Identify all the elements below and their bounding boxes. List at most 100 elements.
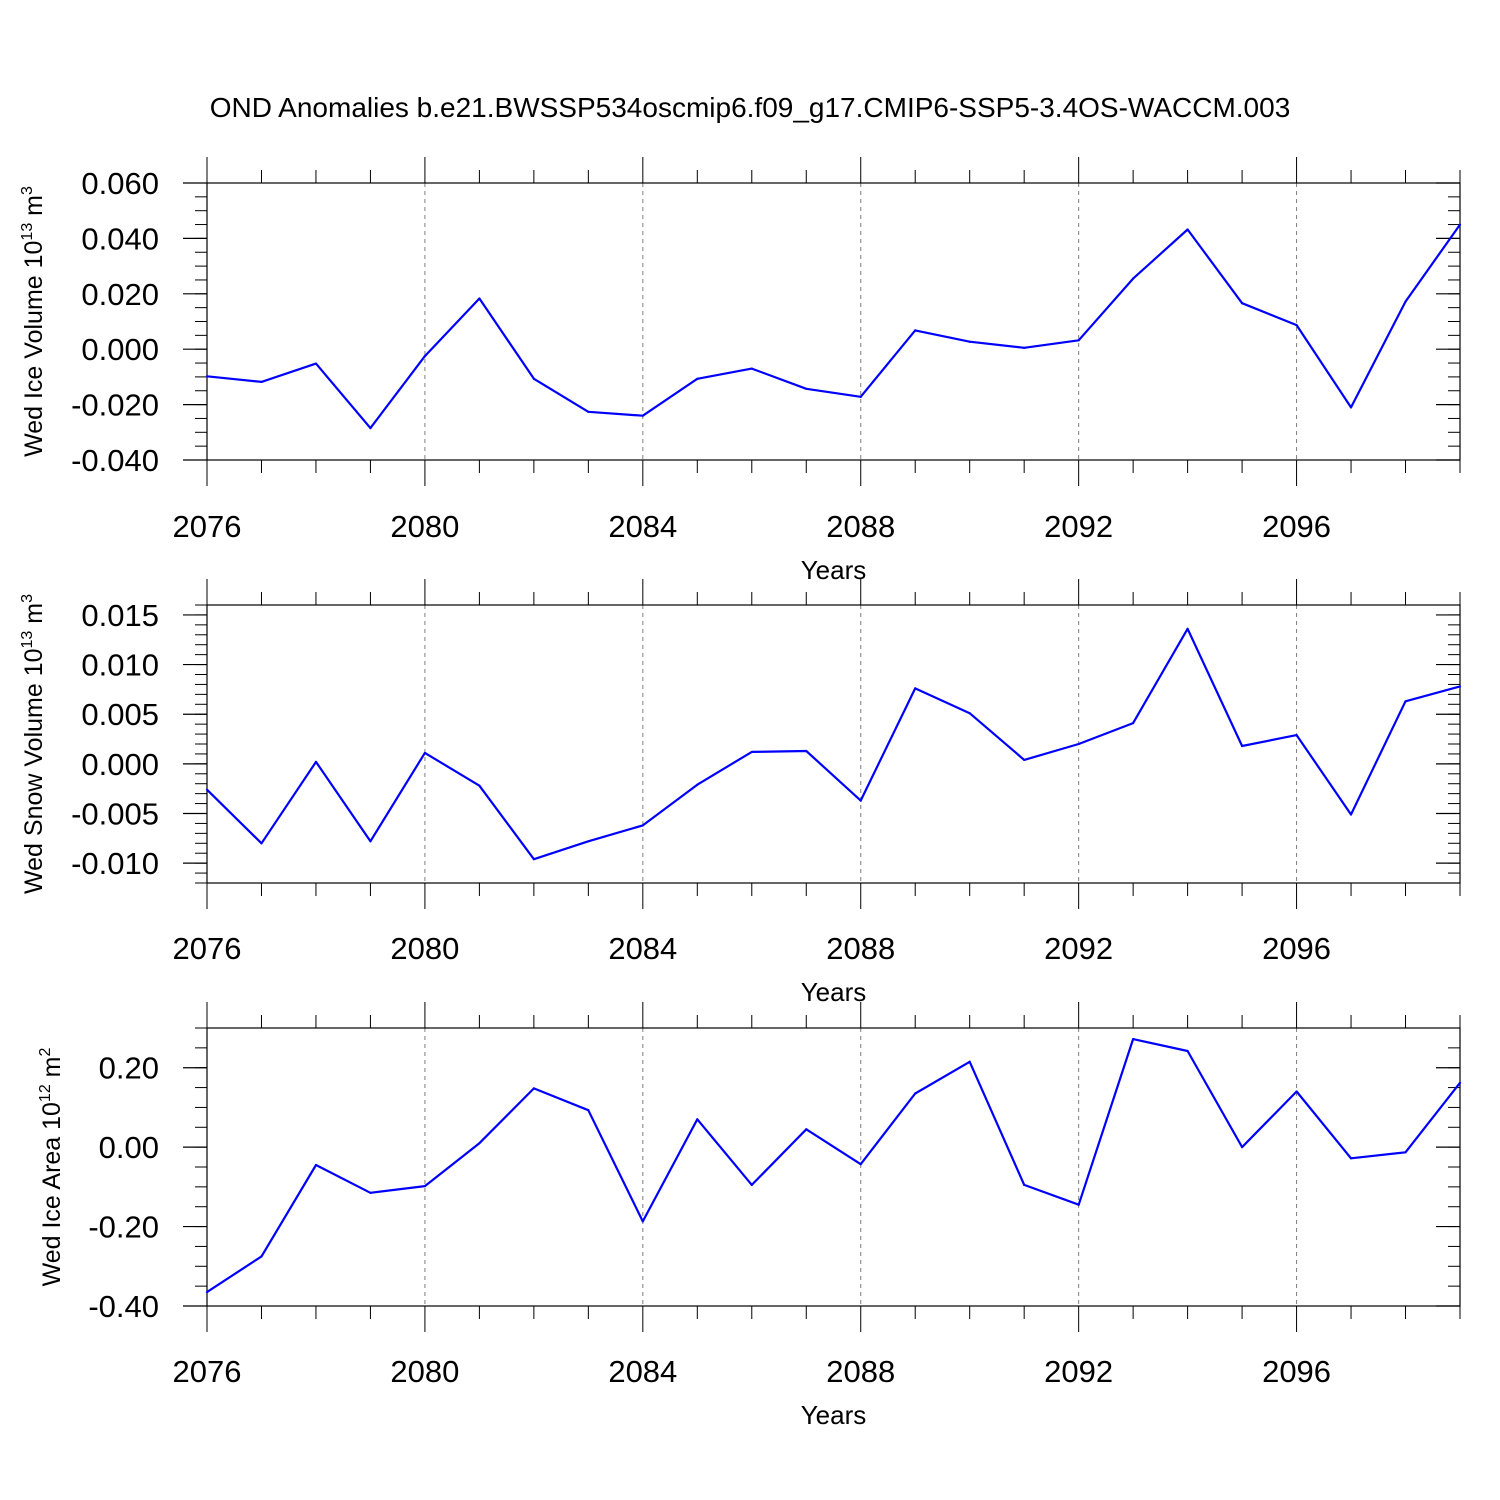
data-point xyxy=(478,297,480,299)
data-point xyxy=(1078,743,1080,745)
data-point xyxy=(1459,1082,1461,1084)
x-tick-label: 2080 xyxy=(390,1354,459,1389)
data-point xyxy=(1295,324,1297,326)
data-point xyxy=(914,687,916,689)
data-point xyxy=(1023,1184,1025,1186)
data-point xyxy=(587,840,589,842)
y-tick-label: 0.020 xyxy=(81,277,159,312)
series-line xyxy=(207,225,1460,429)
data-point xyxy=(315,1164,317,1166)
data-point xyxy=(696,1118,698,1120)
data-point xyxy=(1132,277,1134,279)
y-tick-label: 0.060 xyxy=(81,166,159,201)
y-tick-label: -0.005 xyxy=(71,797,159,832)
data-point xyxy=(642,824,644,826)
series-line xyxy=(207,1039,1460,1292)
x-tick-label: 2096 xyxy=(1262,509,1331,544)
data-point xyxy=(1023,759,1025,761)
data-point xyxy=(914,1092,916,1094)
data-point xyxy=(206,789,208,791)
data-point xyxy=(424,355,426,357)
data-point xyxy=(696,784,698,786)
data-point xyxy=(260,381,262,383)
y-tick-label: -0.40 xyxy=(88,1289,159,1324)
y-tick-label: -0.20 xyxy=(88,1210,159,1245)
data-point xyxy=(369,427,371,429)
x-tick-label: 2084 xyxy=(608,931,677,966)
y-axis-title: Wed Snow Volume 1013 m3 xyxy=(19,594,48,894)
x-tick-label: 2088 xyxy=(826,931,895,966)
data-point xyxy=(1350,813,1352,815)
plot-frame xyxy=(207,1028,1460,1306)
x-tick-label: 2080 xyxy=(390,931,459,966)
data-point xyxy=(1241,745,1243,747)
series-line xyxy=(207,629,1460,859)
x-tick-label: 2080 xyxy=(390,509,459,544)
data-point xyxy=(424,752,426,754)
data-point xyxy=(805,750,807,752)
y-tick-label: -0.010 xyxy=(71,846,159,881)
data-point xyxy=(969,341,971,343)
x-tick-label: 2084 xyxy=(608,509,677,544)
data-point xyxy=(424,1185,426,1187)
data-point xyxy=(587,1109,589,1111)
panel-ice-volume: -0.040 -0.020 0.000 0.020 0.040 0.060 2076 2080… xyxy=(19,157,1461,585)
data-point xyxy=(642,415,644,417)
y-tick-label: 0.005 xyxy=(81,697,159,732)
data-point xyxy=(1132,1038,1134,1040)
x-tick-label: 2076 xyxy=(173,509,242,544)
data-point xyxy=(1187,628,1189,630)
y-tick-label: -0.040 xyxy=(71,443,159,478)
x-tick-label: 2088 xyxy=(826,1354,895,1389)
data-point xyxy=(696,378,698,380)
x-tick-label: 2092 xyxy=(1044,931,1113,966)
y-tick-label: 0.000 xyxy=(81,332,159,367)
data-point xyxy=(1350,1157,1352,1159)
x-tick-label: 2088 xyxy=(826,509,895,544)
data-point xyxy=(1023,347,1025,349)
data-point xyxy=(206,1291,208,1293)
x-axis-title: Years xyxy=(801,555,867,585)
panel-snow-volume: -0.010-0.0050.0000.0050.0100.0152076 2080… xyxy=(19,579,1461,1007)
x-tick-label: 2084 xyxy=(608,1354,677,1389)
data-point xyxy=(369,840,371,842)
y-tick-label: 0.015 xyxy=(81,598,159,633)
x-tick-label: 2092 xyxy=(1044,509,1113,544)
x-axis-title: Years xyxy=(801,977,867,1007)
data-point xyxy=(369,1192,371,1194)
x-tick-label: 2076 xyxy=(173,1354,242,1389)
data-point xyxy=(315,363,317,365)
data-point xyxy=(478,1142,480,1144)
data-point xyxy=(914,329,916,331)
figure: -0.040 -0.020 0.000 0.020 0.040 0.060 2076 2080… xyxy=(0,0,1500,1500)
data-point xyxy=(1132,722,1134,724)
data-point xyxy=(1404,300,1406,302)
data-point xyxy=(1404,700,1406,702)
data-point xyxy=(1459,223,1461,225)
data-point xyxy=(1241,302,1243,304)
x-axis-title: Years xyxy=(801,1400,867,1430)
data-point xyxy=(860,396,862,398)
data-point xyxy=(587,411,589,413)
data-point xyxy=(1404,1151,1406,1153)
data-point xyxy=(533,1087,535,1089)
data-point xyxy=(315,761,317,763)
panel-ice-area: -0.40 -0.20 0.00 0.20 2076 2080 2084 2088 2092 20… xyxy=(37,1002,1461,1430)
data-point xyxy=(969,1061,971,1063)
y-tick-label: 0.040 xyxy=(81,221,159,256)
y-axis-title: Wed Ice Volume 1013 m3 xyxy=(19,186,48,457)
data-point xyxy=(969,712,971,714)
data-point xyxy=(751,751,753,753)
x-tick-label: 2076 xyxy=(173,931,242,966)
x-tick-label: 2096 xyxy=(1262,1354,1331,1389)
x-tick-label: 2096 xyxy=(1262,931,1331,966)
y-tick-label: -0.020 xyxy=(71,388,159,423)
y-tick-label: 0.00 xyxy=(99,1130,159,1165)
data-point xyxy=(1350,406,1352,408)
y-tick-label: 0.010 xyxy=(81,648,159,683)
data-point xyxy=(805,388,807,390)
y-axis-title: Wed Ice Area 1012 m2 xyxy=(37,1047,66,1286)
data-point xyxy=(1459,685,1461,687)
data-point xyxy=(260,1255,262,1257)
data-point xyxy=(751,367,753,369)
